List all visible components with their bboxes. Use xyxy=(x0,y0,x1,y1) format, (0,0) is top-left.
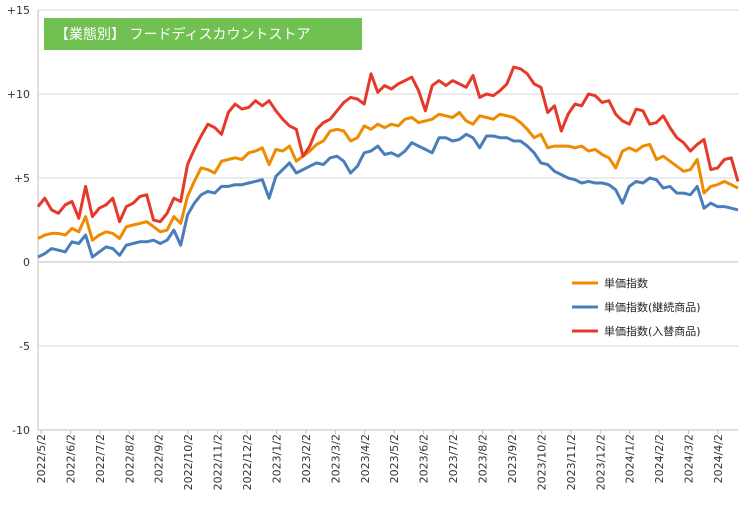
legend-label-1: 単価指数 xyxy=(604,276,648,290)
x-tick-label: 2023/6/2 xyxy=(418,434,431,483)
y-tick-label: 0 xyxy=(23,256,30,269)
x-tick-label: 2022/9/2 xyxy=(153,434,166,483)
legend-label-2: 単価指数(継続商品) xyxy=(604,300,701,314)
chart-title-box: 【業態別】 フードディスカウントストア xyxy=(44,18,362,50)
x-tick-label: 2024/2/2 xyxy=(653,434,666,483)
x-tick-label: 2022/6/2 xyxy=(64,434,77,483)
legend-label-3: 単価指数(入替商品) xyxy=(604,324,701,338)
x-tick-label: 2023/8/2 xyxy=(477,434,490,483)
x-tick-label: 2022/12/2 xyxy=(241,434,254,490)
x-tick-label: 2023/9/2 xyxy=(506,434,519,483)
series-line-2 xyxy=(37,132,739,259)
x-tick-label: 2023/12/2 xyxy=(594,434,607,490)
series-line-3 xyxy=(36,65,740,224)
y-tick-label: -10 xyxy=(12,424,30,437)
x-tick-label: 2023/1/2 xyxy=(270,434,283,483)
x-tick-label: 2023/3/2 xyxy=(329,434,342,483)
x-tick-label: 2024/4/2 xyxy=(712,434,725,483)
y-tick-label: +10 xyxy=(7,88,30,101)
x-tick-label: 2022/11/2 xyxy=(212,434,225,490)
x-tick-label: 2022/5/2 xyxy=(35,434,48,483)
y-tick-label: -5 xyxy=(19,340,30,353)
x-tick-label: 2023/4/2 xyxy=(359,434,372,483)
x-tick-label: 2022/7/2 xyxy=(94,434,107,483)
chart-title: 【業態別】 フードディスカウントストア xyxy=(55,26,310,43)
x-tick-label: 2022/8/2 xyxy=(123,434,136,483)
y-axis: +15 +10 +5 0 -5 -10 xyxy=(7,4,39,437)
x-tick-label: 2024/1/2 xyxy=(624,434,637,483)
x-tick-label: 2023/10/2 xyxy=(535,434,548,490)
series-lines xyxy=(36,65,740,259)
x-tick-label: 2023/5/2 xyxy=(388,434,401,483)
y-tick-label: +5 xyxy=(14,172,30,185)
x-tick-label: 2022/10/2 xyxy=(182,434,195,490)
series-line-1 xyxy=(37,111,739,242)
x-tick-label: 2023/11/2 xyxy=(565,434,578,490)
x-tick-label: 2024/3/2 xyxy=(683,434,696,483)
x-tick-label: 2023/7/2 xyxy=(447,434,460,483)
x-axis: 2022/5/2 2022/6/2 2022/7/2 2022/8/2 2022/9/2… xyxy=(35,429,738,490)
grid-lines xyxy=(38,9,738,431)
x-tick-label: 2023/2/2 xyxy=(300,434,313,483)
y-tick-label: +15 xyxy=(7,4,30,17)
